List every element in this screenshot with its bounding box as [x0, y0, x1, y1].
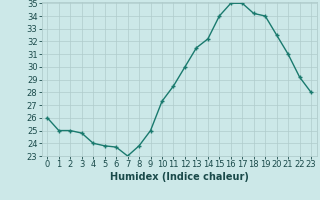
- X-axis label: Humidex (Indice chaleur): Humidex (Indice chaleur): [110, 172, 249, 182]
